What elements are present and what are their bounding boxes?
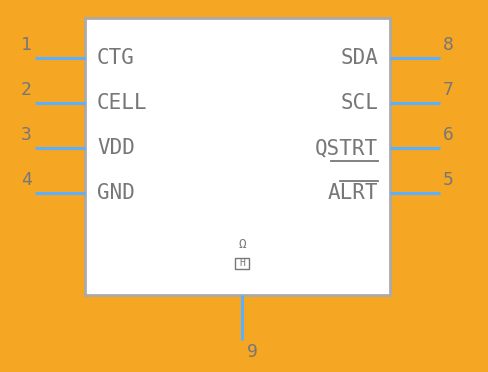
Text: Ω: Ω — [238, 238, 246, 251]
Text: H: H — [239, 259, 245, 269]
Text: 3: 3 — [21, 126, 32, 144]
Text: 1: 1 — [21, 36, 32, 54]
Text: 9: 9 — [247, 343, 258, 361]
Bar — [235, 258, 249, 269]
Text: QSTRT: QSTRT — [315, 138, 378, 158]
Text: VDD: VDD — [97, 138, 135, 158]
Text: CELL: CELL — [97, 93, 147, 113]
Text: GND: GND — [97, 183, 135, 203]
Bar — [85, 18, 390, 295]
Text: SCL: SCL — [340, 93, 378, 113]
Text: 2: 2 — [21, 81, 32, 99]
Text: 7: 7 — [443, 81, 454, 99]
Text: 5: 5 — [443, 171, 454, 189]
Text: 6: 6 — [443, 126, 454, 144]
Text: SDA: SDA — [340, 48, 378, 68]
Text: 8: 8 — [443, 36, 454, 54]
Text: CTG: CTG — [97, 48, 135, 68]
Text: 4: 4 — [21, 171, 32, 189]
Text: ALRT: ALRT — [327, 183, 378, 203]
